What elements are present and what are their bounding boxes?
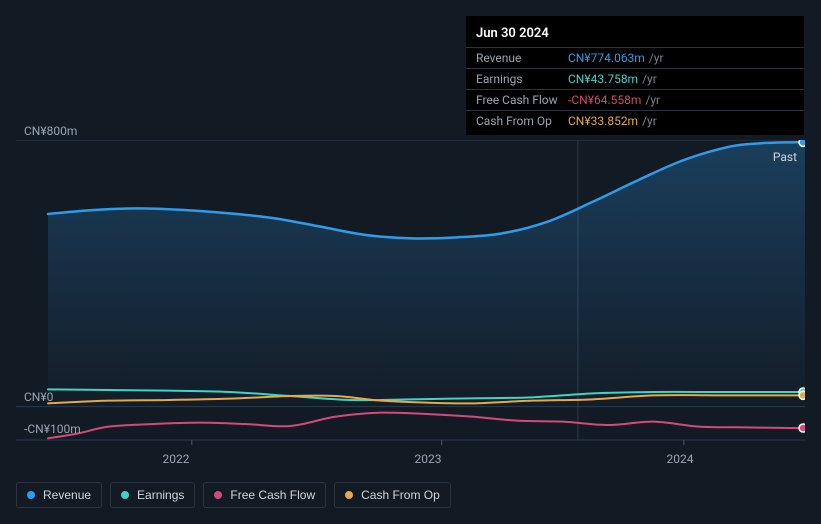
tooltip-row-value: -CN¥64.558m — [568, 93, 641, 107]
tooltip-row-label: Free Cash Flow — [476, 93, 568, 107]
tooltip-row-value: CN¥43.758m — [568, 72, 638, 86]
tooltip-row-value: CN¥774.063m — [568, 51, 645, 65]
tooltip-panel: Jun 30 2024 Revenue CN¥774.063m /yr Earn… — [466, 16, 804, 135]
tooltip-row-label: Cash From Op — [476, 114, 568, 128]
legend: Revenue Earnings Free Cash Flow Cash Fro… — [16, 482, 451, 508]
tooltip-row-unit: /yr — [649, 51, 664, 65]
tooltip-row: Earnings CN¥43.758m /yr — [466, 68, 804, 89]
legend-label: Revenue — [43, 488, 91, 502]
y-axis-label-neg: -CN¥100m — [24, 422, 84, 436]
past-label: Past — [773, 150, 797, 164]
tooltip-row-unit: /yr — [642, 72, 657, 86]
tooltip-row-value: CN¥33.852m — [568, 114, 638, 128]
tooltip-row: Free Cash Flow -CN¥64.558m /yr — [466, 89, 804, 110]
legend-item-cfo[interactable]: Cash From Op — [334, 482, 451, 508]
x-axis-label: 2022 — [163, 452, 190, 480]
legend-item-fcf[interactable]: Free Cash Flow — [203, 482, 326, 508]
legend-item-earnings[interactable]: Earnings — [110, 482, 195, 508]
x-axis-label: 2023 — [415, 452, 442, 480]
y-axis-label-zero: CN¥0 — [24, 390, 84, 404]
chart[interactable]: CN¥0 -CN¥100m Past 2022 2023 2024 — [16, 140, 805, 480]
legend-item-revenue[interactable]: Revenue — [16, 482, 102, 508]
chart-svg — [16, 140, 805, 448]
tooltip-row-label: Revenue — [476, 51, 568, 65]
x-axis-label: 2024 — [667, 452, 694, 480]
legend-dot-icon — [27, 491, 35, 499]
tooltip-date: Jun 30 2024 — [466, 24, 804, 47]
tooltip-row: Revenue CN¥774.063m /yr — [466, 47, 804, 68]
legend-label: Cash From Op — [361, 488, 440, 502]
tooltip-row-label: Earnings — [476, 72, 568, 86]
tooltip-row: Cash From Op CN¥33.852m /yr — [466, 110, 804, 131]
legend-label: Earnings — [137, 488, 184, 502]
legend-dot-icon — [121, 491, 129, 499]
legend-dot-icon — [345, 491, 353, 499]
y-axis-label-top: CN¥800m — [24, 124, 84, 138]
legend-label: Free Cash Flow — [230, 488, 315, 502]
tooltip-row-unit: /yr — [645, 93, 660, 107]
legend-dot-icon — [214, 491, 222, 499]
tooltip-row-unit: /yr — [642, 114, 657, 128]
